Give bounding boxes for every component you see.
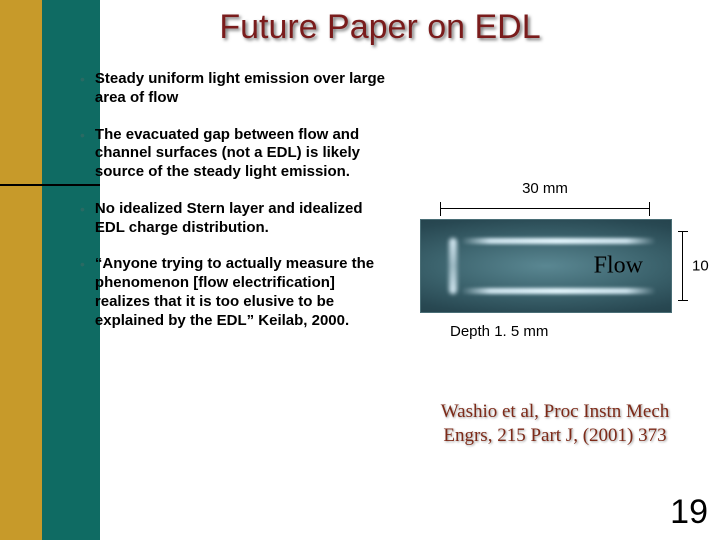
- bullet-icon: •: [80, 126, 85, 182]
- bullet-icon: •: [80, 200, 85, 238]
- figure-height-scale: 10: [678, 219, 708, 313]
- sidebar-gold: [0, 0, 42, 540]
- figure-depth-label: Depth 1. 5 mm: [450, 323, 710, 340]
- list-item: • Steady uniform light emission over lar…: [80, 70, 385, 108]
- citation: Washio et al, Proc Instn Mech Engrs, 215…: [415, 400, 695, 448]
- figure: 30 mm Flow 10 Depth 1. 5 mm: [420, 180, 710, 340]
- figure-height-label: 10: [692, 258, 709, 275]
- bullet-text: “Anyone trying to actually measure the p…: [95, 255, 385, 330]
- figure-photo: Flow: [420, 219, 672, 313]
- bullet-text: Steady uniform light emission over large…: [95, 70, 385, 108]
- list-item: • “Anyone trying to actually measure the…: [80, 255, 385, 330]
- bullet-text: No idealized Stern layer and idealized E…: [95, 200, 385, 238]
- bullet-icon: •: [80, 255, 85, 330]
- slide: Future Paper on EDL • Steady uniform lig…: [0, 0, 720, 540]
- list-item: • The evacuated gap between flow and cha…: [80, 126, 385, 182]
- page-number: 19: [670, 493, 708, 532]
- bullet-text: The evacuated gap between flow and chann…: [95, 126, 385, 182]
- bullet-list: • Steady uniform light emission over lar…: [80, 70, 385, 348]
- slide-title: Future Paper on EDL: [100, 8, 660, 47]
- list-item: • No idealized Stern layer and idealized…: [80, 200, 385, 238]
- bullet-icon: •: [80, 70, 85, 108]
- figure-width-scale: [440, 199, 650, 219]
- figure-width-label: 30 mm: [440, 180, 650, 197]
- flow-label: Flow: [594, 253, 643, 280]
